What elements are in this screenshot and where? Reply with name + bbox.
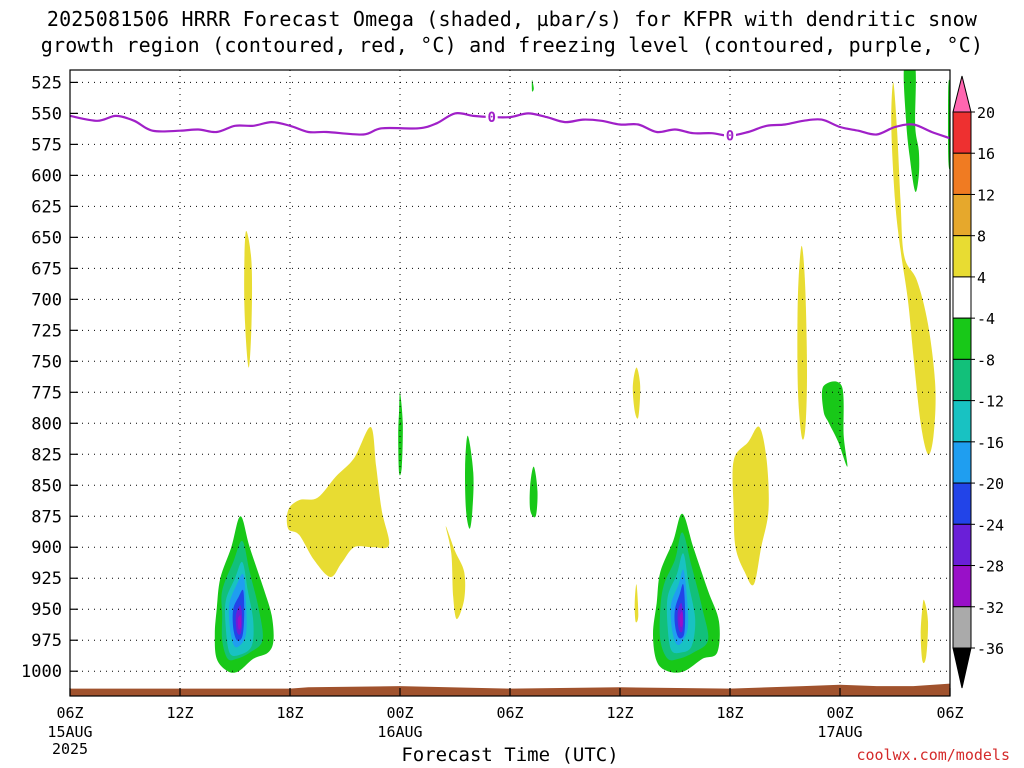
omega-region — [821, 381, 848, 467]
colorbar-label: -20 — [977, 475, 1004, 493]
freezing-label-background — [485, 109, 498, 126]
colorbar-swatch — [952, 193, 972, 237]
x-tick-label: 18Z — [276, 704, 303, 722]
x-tick-label: 00Z — [826, 704, 853, 722]
colorbar-swatch — [952, 523, 972, 567]
y-tick-label: 650 — [31, 228, 62, 248]
colorbar-swatch — [952, 400, 972, 443]
colorbar-label: 12 — [977, 186, 995, 204]
colorbar-label: -24 — [977, 516, 1004, 534]
omega-region — [286, 426, 390, 578]
colorbar-label: -16 — [977, 434, 1004, 452]
x-tick-sublabel: 2025 — [52, 740, 88, 758]
y-tick-label: 975 — [31, 631, 62, 651]
grid-lines — [69, 70, 951, 696]
omega-region — [445, 526, 466, 620]
x-tick-sublabel: 15AUG — [47, 723, 92, 741]
omega-shading — [214, 70, 950, 673]
omega-region — [632, 367, 641, 419]
colorbar-swatch — [952, 276, 972, 319]
x-tick-label: 06Z — [496, 704, 523, 722]
colorbar-swatch — [952, 235, 972, 278]
y-tick-label: 850 — [31, 476, 62, 496]
colorbar-label: 20 — [977, 104, 995, 122]
y-tick-label: 1000 — [21, 662, 62, 682]
colorbar-top-arrow — [952, 75, 972, 113]
title-line-2: growth region (contoured, red, °C) and f… — [40, 33, 984, 57]
colorbar-label: -4 — [977, 310, 995, 328]
colorbar-label: -8 — [977, 351, 995, 369]
freezing-level-label: 0 — [487, 110, 495, 126]
colorbar-swatch — [952, 358, 972, 402]
x-tick-label: 06Z — [56, 704, 83, 722]
omega-region — [732, 426, 769, 586]
omega-region — [903, 70, 920, 192]
freezing-label-background — [724, 127, 736, 144]
y-tick-label: 825 — [31, 445, 62, 465]
omega-region — [398, 392, 403, 476]
pressure-axis: 525 550 575 600 625 650 675 700 725 750 775 800 825 8… — [21, 73, 78, 682]
omega-region — [920, 599, 929, 664]
y-tick-label: 525 — [31, 73, 62, 93]
y-tick-label: 675 — [31, 259, 62, 279]
colorbar-swatch — [952, 441, 972, 484]
y-tick-label: 775 — [31, 383, 62, 403]
colorbar-swatch — [952, 482, 972, 525]
omega-region — [797, 245, 807, 440]
colorbar-swatch — [952, 152, 972, 195]
y-tick-label: 725 — [31, 321, 62, 341]
omega-region — [531, 79, 534, 92]
omega-region — [529, 466, 538, 518]
y-tick-label: 575 — [31, 135, 62, 155]
x-tick-sublabel: 17AUG — [817, 723, 862, 741]
omega-region — [891, 82, 936, 455]
colorbar-label: -32 — [977, 599, 1004, 617]
colorbar-bottom-arrow — [952, 647, 972, 689]
colorbar-label: -28 — [977, 558, 1004, 576]
colorbar-label: 16 — [977, 145, 995, 163]
x-tick-sublabel: 16AUG — [377, 723, 422, 741]
colorbar-label: 8 — [977, 228, 986, 246]
omega-region — [634, 584, 639, 623]
y-tick-label: 750 — [31, 352, 62, 372]
y-tick-label: 625 — [31, 197, 62, 217]
colorbar-swatch — [952, 565, 972, 608]
colorbar-label: -36 — [977, 640, 1004, 658]
colorbar-label: 4 — [977, 269, 986, 287]
x-tick-label: 18Z — [716, 704, 743, 722]
colorbar-label: -12 — [977, 393, 1004, 411]
y-tick-label: 800 — [31, 414, 62, 434]
site-credit: coolwx.com/models — [856, 746, 1010, 764]
freezing-level-label: 0 — [726, 129, 734, 145]
colorbar: 20 16 12 8 4 -4 -8 -12 -16 -20 -24 -28 -32 -36 — [952, 75, 1004, 689]
y-tick-label: 875 — [31, 507, 62, 527]
y-tick-label: 900 — [31, 538, 62, 558]
omega-region — [237, 615, 242, 630]
colorbar-swatch — [952, 111, 972, 154]
freezing-level-layer: 00 — [70, 109, 950, 145]
y-tick-label: 600 — [31, 166, 62, 186]
chart-title: 2025081506 HRRR Forecast Omega (shaded, … — [0, 6, 1024, 58]
omega-region — [679, 611, 683, 628]
x-tick-label: 12Z — [606, 704, 633, 722]
omega-region — [465, 435, 474, 529]
y-tick-label: 950 — [31, 600, 62, 620]
x-tick-label: 06Z — [936, 704, 963, 722]
title-line-1: 2025081506 HRRR Forecast Omega (shaded, … — [46, 7, 978, 31]
omega-region — [244, 230, 253, 368]
x-tick-label: 12Z — [166, 704, 193, 722]
y-tick-label: 925 — [31, 569, 62, 589]
colorbar-swatch — [952, 317, 972, 360]
x-axis-label: Forecast Time (UTC) — [401, 744, 619, 766]
colorbar-swatch — [952, 606, 972, 649]
y-tick-label: 550 — [31, 104, 62, 124]
x-tick-label: 00Z — [386, 704, 413, 722]
y-tick-label: 700 — [31, 290, 62, 310]
freezing-level-line — [70, 112, 950, 140]
